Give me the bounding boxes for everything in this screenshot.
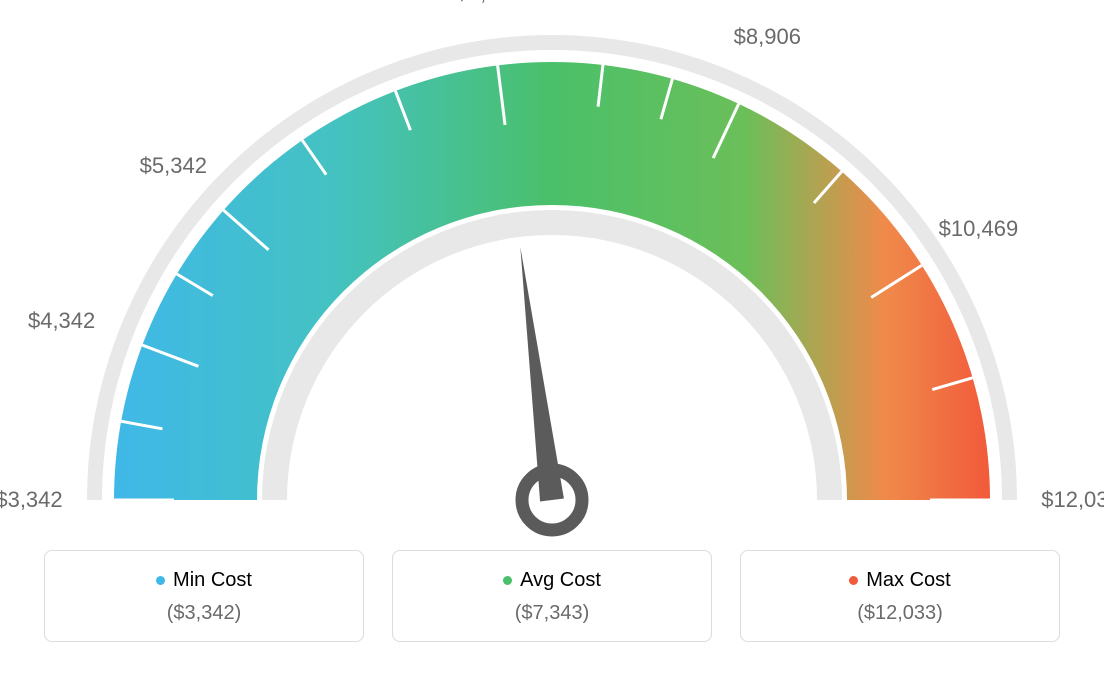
- legend-title-text: Min Cost: [173, 569, 252, 592]
- scale-label: $10,469: [939, 216, 1019, 242]
- legend-title-min: Min Cost: [156, 569, 252, 592]
- dot-icon: [156, 576, 165, 585]
- legend-card-avg: Avg Cost ($7,343): [392, 550, 712, 642]
- legend-title-text: Avg Cost: [520, 569, 601, 592]
- dot-icon: [503, 576, 512, 585]
- legend-value-min: ($3,342): [55, 602, 353, 625]
- scale-label: $7,343: [456, 0, 523, 6]
- scale-label: $4,342: [28, 308, 95, 334]
- dot-icon: [849, 576, 858, 585]
- legend-title-max: Max Cost: [849, 569, 950, 592]
- cost-gauge: $3,342 $4,342 $5,342 $7,343 $8,906 $10,469 $12…: [0, 0, 1104, 540]
- legend-row: Min Cost ($3,342) Avg Cost ($7,343) Max …: [0, 550, 1104, 642]
- legend-card-min: Min Cost ($3,342): [44, 550, 364, 642]
- legend-card-max: Max Cost ($12,033): [740, 550, 1060, 642]
- legend-value-avg: ($7,343): [403, 602, 701, 625]
- gauge-svg: [0, 0, 1104, 540]
- legend-title-avg: Avg Cost: [503, 569, 601, 592]
- legend-value-max: ($12,033): [751, 602, 1049, 625]
- scale-label: $12,033: [1041, 487, 1104, 513]
- needle: [520, 247, 564, 502]
- legend-title-text: Max Cost: [866, 569, 950, 592]
- scale-label: $5,342: [140, 153, 207, 179]
- scale-label: $3,342: [0, 487, 63, 513]
- scale-label: $8,906: [734, 24, 801, 50]
